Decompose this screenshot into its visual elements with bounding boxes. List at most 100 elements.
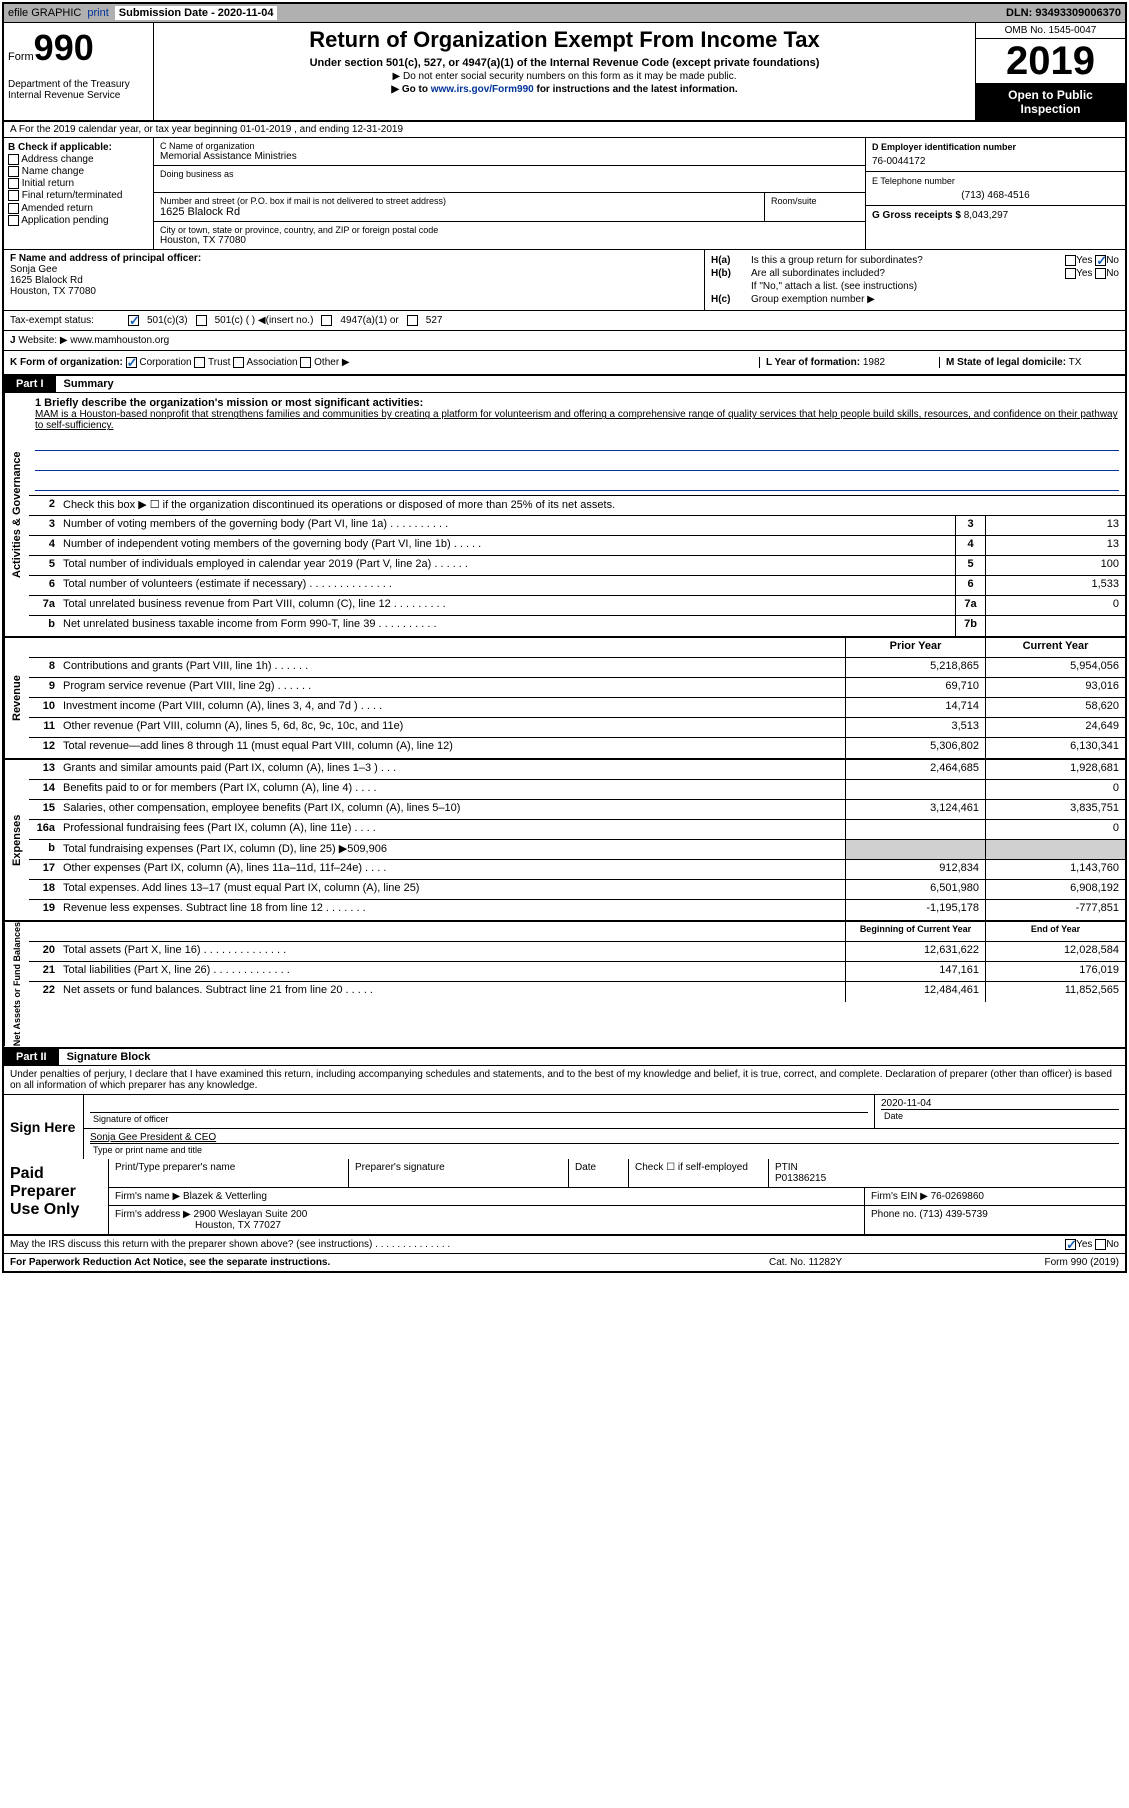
net-assets-section: Net Assets or Fund Balances Beginning of…: [4, 922, 1125, 1048]
checkbox-icon[interactable]: [8, 215, 19, 226]
date-label: Date: [881, 1109, 1119, 1122]
org-name-row: C Name of organization Memorial Assistan…: [154, 138, 865, 166]
checkbox-icon[interactable]: [126, 357, 137, 368]
officer-name-title: Sonja Gee President & CEO: [90, 1132, 1119, 1143]
gov-line: 2Check this box ▶ ☐ if the organization …: [29, 496, 1125, 516]
part-1-header: Part ISummary: [4, 376, 1125, 393]
irs-link[interactable]: www.irs.gov/Form990: [431, 84, 534, 95]
checkbox-icon[interactable]: [196, 315, 207, 326]
f-label: F Name and address of principal officer:: [10, 253, 698, 264]
checkbox-icon[interactable]: [1095, 1239, 1106, 1250]
sign-here-label: Sign Here: [4, 1095, 84, 1159]
checkbox-icon[interactable]: [8, 178, 19, 189]
vert-expenses: Expenses: [4, 760, 29, 920]
checkbox-icon[interactable]: [407, 315, 418, 326]
row-a-tax-year: A For the 2019 calendar year, or tax yea…: [4, 122, 1125, 138]
ptin-value: P01386215: [775, 1173, 826, 1184]
gov-line: bNet unrelated business taxable income f…: [29, 616, 1125, 636]
data-line: bTotal fundraising expenses (Part IX, co…: [29, 840, 1125, 860]
checkbox-icon[interactable]: [233, 357, 244, 368]
dept-label: Department of the Treasury Internal Reve…: [8, 79, 149, 101]
tax-exempt-row: Tax-exempt status: 501(c)(3) 501(c) ( ) …: [4, 311, 1125, 331]
data-line: 16aProfessional fundraising fees (Part I…: [29, 820, 1125, 840]
mission-text: MAM is a Houston-based nonprofit that st…: [35, 409, 1119, 431]
chk-initial: Initial return: [8, 178, 149, 189]
blank-line: [35, 437, 1119, 451]
checkbox-icon[interactable]: [8, 166, 19, 177]
data-line: 9Program service revenue (Part VIII, lin…: [29, 678, 1125, 698]
checkbox-icon[interactable]: [128, 315, 139, 326]
vert-governance: Activities & Governance: [4, 393, 29, 636]
revenue-section: Revenue Prior Year Current Year 8Contrib…: [4, 638, 1125, 760]
ein-label: D Employer identification number: [872, 142, 1119, 152]
k-year: L Year of formation: 1982: [759, 357, 939, 368]
checkbox-icon[interactable]: [194, 357, 205, 368]
print-link[interactable]: print: [87, 7, 108, 19]
checkbox-icon[interactable]: [8, 154, 19, 165]
checkbox-icon[interactable]: [321, 315, 332, 326]
firm-name-row: Firm's name ▶ Blazek & Vetterling Firm's…: [109, 1188, 1125, 1206]
paid-preparer-section: Paid Preparer Use Only Print/Type prepar…: [4, 1159, 1125, 1236]
chk-name: Name change: [8, 166, 149, 177]
title-box: Return of Organization Exempt From Incom…: [154, 23, 975, 120]
gov-line: 6Total number of volunteers (estimate if…: [29, 576, 1125, 596]
room-label: Room/suite: [771, 196, 859, 206]
declaration-text: Under penalties of perjury, I declare th…: [4, 1066, 1125, 1094]
gross-row: G Gross receipts $ 8,043,297: [866, 206, 1125, 225]
column-f: F Name and address of principal officer:…: [4, 250, 705, 310]
chk-address: Address change: [8, 154, 149, 165]
public-inspection: Open to Public Inspection: [976, 84, 1125, 120]
note-1: ▶ Do not enter social security numbers o…: [162, 71, 967, 82]
subtitle: Under section 501(c), 527, or 4947(a)(1)…: [162, 57, 967, 69]
data-line: 10Investment income (Part VIII, column (…: [29, 698, 1125, 718]
city-label: City or town, state or province, country…: [160, 225, 859, 235]
k-state: M State of legal domicile: TX: [939, 357, 1119, 368]
data-line: 12Total revenue—add lines 8 through 11 (…: [29, 738, 1125, 758]
part-2-header: Part IISignature Block: [4, 1049, 1125, 1066]
checkbox-icon[interactable]: [8, 203, 19, 214]
chk-pending: Application pending: [8, 215, 149, 226]
chk-final: Final return/terminated: [8, 190, 149, 201]
footer-row: For Paperwork Reduction Act Notice, see …: [4, 1254, 1125, 1271]
checkbox-icon[interactable]: [1065, 1239, 1076, 1250]
officer-addr2: Houston, TX 77080: [10, 286, 698, 297]
vert-net: Net Assets or Fund Balances: [4, 922, 29, 1046]
row-k: K Form of organization: Corporation Trus…: [4, 351, 1125, 376]
column-headers-net: Beginning of Current Year End of Year: [29, 922, 1125, 942]
checkbox-icon[interactable]: [1065, 255, 1076, 266]
dln-label: DLN: 93493309006370: [1006, 7, 1121, 19]
header-row: Form990 Department of the Treasury Inter…: [4, 23, 1125, 122]
column-d: D Employer identification number 76-0044…: [865, 138, 1125, 249]
checkbox-icon[interactable]: [300, 357, 311, 368]
city-state-zip: Houston, TX 77080: [160, 235, 859, 246]
data-line: 15Salaries, other compensation, employee…: [29, 800, 1125, 820]
governance-section: Activities & Governance 1 Briefly descri…: [4, 393, 1125, 638]
checkbox-icon[interactable]: [1095, 255, 1106, 266]
gov-line: 4Number of independent voting members of…: [29, 536, 1125, 556]
type-label: Type or print name and title: [90, 1143, 1119, 1156]
ein-value: 76-0044172: [872, 156, 1119, 167]
right-box: OMB No. 1545-0047 2019 Open to Public In…: [975, 23, 1125, 120]
blank-line: [35, 477, 1119, 491]
checkbox-icon[interactable]: [1065, 268, 1076, 279]
column-b: B Check if applicable: Address change Na…: [4, 138, 154, 249]
gross-value: 8,043,297: [964, 210, 1009, 221]
section-bcd: B Check if applicable: Address change Na…: [4, 138, 1125, 250]
address-row: Number and street (or P.O. box if mail i…: [154, 193, 865, 221]
vert-revenue: Revenue: [4, 638, 29, 758]
form-container: efile GRAPHIC print Submission Date - 20…: [2, 2, 1127, 1273]
form-label: Form: [8, 51, 34, 63]
firm-addr1: 2900 Weslayan Suite 200: [194, 1209, 308, 1220]
firm-ein: 76-0269860: [931, 1191, 984, 1202]
data-line: 21Total liabilities (Part X, line 26) . …: [29, 962, 1125, 982]
h-b-note: If "No," attach a list. (see instruction…: [711, 281, 1119, 292]
street-address: 1625 Blalock Rd: [160, 206, 758, 218]
paid-label: Paid Preparer Use Only: [4, 1159, 109, 1234]
checkbox-icon[interactable]: [8, 190, 19, 201]
section-fh: F Name and address of principal officer:…: [4, 250, 1125, 311]
gov-line: 3Number of voting members of the governi…: [29, 516, 1125, 536]
gov-line: 7aTotal unrelated business revenue from …: [29, 596, 1125, 616]
ein-row: D Employer identification number 76-0044…: [866, 138, 1125, 172]
checkbox-icon[interactable]: [1095, 268, 1106, 279]
h-a-line: H(a) Is this a group return for subordin…: [711, 255, 1119, 266]
